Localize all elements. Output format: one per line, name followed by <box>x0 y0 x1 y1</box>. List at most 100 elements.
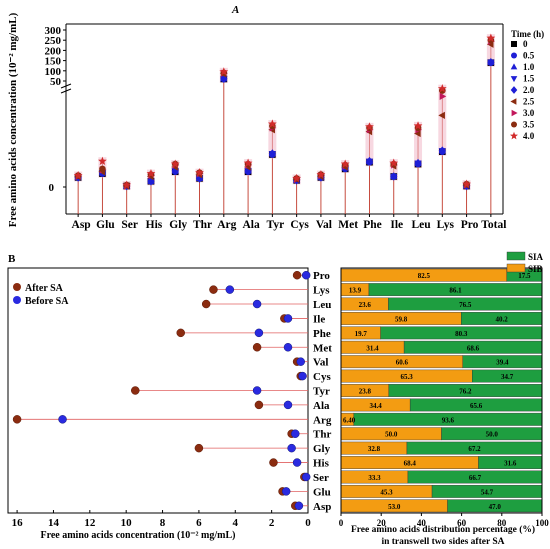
panel-b-category-label: Met <box>313 342 332 354</box>
panel-a-error-band <box>268 120 277 159</box>
panel-b-left-x-tick-label: 2 <box>269 517 275 529</box>
panel-b-left-point-after <box>252 343 262 352</box>
panel-b-right-x-tick-label: 40 <box>417 518 427 528</box>
panel-b-right-label-sia: 80.3 <box>455 330 468 338</box>
panel-a-legend-marker <box>510 98 517 105</box>
panel-b-left-legend-marker-after <box>13 283 21 291</box>
panel-b-category-label: Asp <box>313 501 331 513</box>
panel-a-error-band <box>365 122 374 167</box>
panel-b-left-point-before <box>291 429 300 438</box>
panel-a-marker-t4_0 <box>340 159 350 168</box>
panel-a-legend-marker <box>510 131 518 140</box>
panel-b-right-label-sib: 34.4 <box>369 402 382 410</box>
panel-a-marker-t2_0 <box>438 146 446 156</box>
panel-b-left-point-before <box>252 386 262 395</box>
panel-a-legend-marker <box>511 41 517 47</box>
panel-b-left-legend-label-before: Before SA <box>25 296 69 307</box>
panel-a-marker-t2_0 <box>365 156 374 166</box>
panel-b-right-label-sib: 31.4 <box>366 344 379 352</box>
panel-b-left-point-after <box>292 270 302 280</box>
panel-b-right-label-sib: 6.40 <box>343 416 356 424</box>
panel-b-right-label-sib: 59.8 <box>395 315 408 323</box>
panel-b-category-label: Tyr <box>313 386 330 398</box>
panel-b-right-label-sib: 68.4 <box>404 460 417 468</box>
panel-b-right-label-sia: 47.0 <box>489 503 502 511</box>
panel-b-right-label-sib: 32.8 <box>368 445 381 453</box>
panel-a-x-tick-label: Glu <box>96 219 115 231</box>
panel-b-category-label: Val <box>313 357 329 369</box>
panel-a-y-tick-label: 0 <box>49 182 55 194</box>
panel-b-category-label: Gly <box>313 443 331 455</box>
panel-b-left-point-after <box>194 443 204 453</box>
panel-a-marker-t4_0 <box>98 156 107 165</box>
panel-a-legend-label: 4.0 <box>523 131 535 141</box>
panel-a-x-tick-label: Tyr <box>267 219 285 231</box>
panel-b-right-label-sib: 23.6 <box>359 301 372 309</box>
panel-b-left-x-axis-label: Free amino acids concentration (10⁻² mg/… <box>40 530 235 541</box>
panel-b-dumbbell-chart: 16 14 12 10 8 6 4 2 0 Free amino acids concentrat… <box>7 267 332 541</box>
panel-b-category-label: Lys <box>313 285 330 297</box>
panel-a-x-tick-label: Ile <box>390 219 403 231</box>
panel-b-left-x-tick-label: 8 <box>160 517 166 529</box>
panel-b-right-label-sia: 76.2 <box>459 388 472 396</box>
panel-b-left-point-before <box>301 270 311 280</box>
panel-a-y-tick-label: 300 <box>45 25 62 37</box>
panel-a-legend-label: 2.0 <box>523 85 535 95</box>
panel-b-left-point-after <box>201 299 211 309</box>
panel-a-legend-label: 2.5 <box>523 97 535 107</box>
panel-a-marker-t4_0 <box>170 159 180 168</box>
panel-b-left-point-after <box>131 386 140 395</box>
panel-b-right-label-sia: 40.2 <box>495 315 508 323</box>
panel-b-left-legend-label-after: After SA <box>25 283 64 294</box>
panel-a-y-tick-label: 200 <box>45 45 62 57</box>
panel-b-left-x-tick-label: 12 <box>84 517 96 529</box>
panel-b-left-legend-marker-before <box>13 296 21 304</box>
panel-a-marker-t4_0 <box>122 180 132 189</box>
panel-b-right-legend-label-sia: SIA <box>528 252 544 262</box>
panel-b-right-label-sib: 65.3 <box>401 373 414 381</box>
panel-a-legend-label: 3.0 <box>523 108 535 118</box>
panel-b-category-label: Glu <box>313 486 331 498</box>
panel-a-marker-t4_0 <box>389 158 399 167</box>
panel-b-right-label-sia: 68.6 <box>467 344 480 352</box>
panel-a-error-band <box>438 84 447 156</box>
panel-a-legend-label: 0.5 <box>523 51 535 61</box>
panel-a-x-tick-label: Pro <box>461 219 479 231</box>
panel-b-right-label-sia: 67.2 <box>468 445 481 453</box>
panel-a-legend-label: 0 <box>523 39 528 49</box>
panel-b-right-label-sia: 39.4 <box>496 359 509 367</box>
panel-b-left-x-tick-label: 14 <box>48 517 60 529</box>
panel-a-x-tick-label: Cys <box>290 219 309 231</box>
panel-b-right-label-sib: 50.0 <box>385 431 398 439</box>
panel-a-x-tick-label: Ser <box>121 219 138 231</box>
panel-a-x-tick-label: Thr <box>193 219 212 231</box>
panel-b-category-label: Ser <box>313 472 329 484</box>
panel-a-legend-marker <box>511 109 518 117</box>
panel-a-marker-t2_0 <box>487 57 495 67</box>
panel-b-category-label: Ala <box>313 400 330 412</box>
panel-a-x-tick-label: Phe <box>363 219 382 231</box>
panel-b-category-label: Phe <box>313 328 331 340</box>
panel-b-right-legend-swatch-sia <box>506 251 526 261</box>
panel-b-left-x-tick-label: 4 <box>233 517 239 529</box>
panel-a-error-band <box>389 159 398 181</box>
panel-b-right-x-axis-label: Free amino acids distribution percentage… <box>351 524 535 535</box>
panel-a-x-tick-label: Val <box>316 219 332 231</box>
panel-b-left-point-before <box>254 328 264 338</box>
panel-b-right-legend-swatch-sib <box>506 263 526 273</box>
panel-a-legend-marker <box>510 86 518 94</box>
panel-b-left-point-after <box>176 328 185 338</box>
panel-b-left-point-before <box>292 458 302 467</box>
panel-b-left-point-before <box>281 487 291 496</box>
panel-b-left-x-tick-label: 6 <box>196 517 202 529</box>
panel-b-right-frame <box>340 267 543 514</box>
panel-a-marker-t4_0 <box>486 33 496 42</box>
panel-b-right-label-sia: 31.6 <box>504 460 517 468</box>
panel-a-legend-marker <box>511 52 517 59</box>
panel-a-marker-t3_5 <box>99 165 106 173</box>
panel-a-y-tick-label: 100 <box>45 66 62 78</box>
panel-b-right-label-sib: 19.7 <box>355 330 368 338</box>
panel-a-marker-t4_0 <box>365 122 374 131</box>
panel-b-category-label: Leu <box>313 299 331 311</box>
panel-b-right-label-sia: 50.0 <box>486 431 499 439</box>
